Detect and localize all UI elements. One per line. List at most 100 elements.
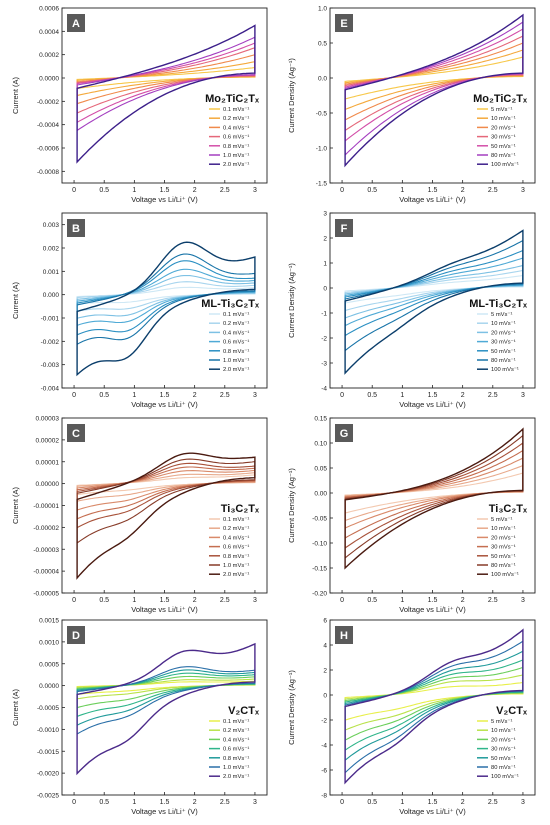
y-tick-label: -0.20 (312, 591, 327, 598)
x-axis-label: Voltage vs Li/Li⁺ (V) (131, 605, 198, 614)
legend-entry: 0.6 mVs⁻¹ (223, 135, 249, 141)
y-tick-label: 0.00001 (36, 459, 60, 466)
y-tick-label: -0.0002 (37, 99, 59, 106)
x-tick-label: 0.5 (99, 392, 109, 399)
x-axis-label: Voltage vs Li/Li⁺ (V) (131, 400, 198, 409)
legend-entry: 80 mVs⁻¹ (491, 765, 516, 771)
x-tick-label: 0.5 (367, 392, 377, 399)
x-axis-label: Voltage vs Li/Li⁺ (V) (131, 807, 198, 816)
x-tick-label: 3 (521, 392, 525, 399)
legend-entry: 0.2 mVs⁻¹ (223, 321, 249, 327)
legend-entry: 30 mVs⁻¹ (491, 340, 516, 346)
x-tick-label: 1.5 (428, 392, 438, 399)
y-tick-label: -6 (321, 768, 327, 775)
legend-entry: 0.4 mVs⁻¹ (223, 330, 249, 336)
y-tick-label: 0.0000 (39, 76, 59, 83)
y-tick-label: -0.0020 (37, 771, 59, 778)
y-axis-label: Current (A) (11, 281, 20, 319)
y-tick-label: 0.00003 (36, 416, 60, 423)
y-tick-label: -0.0008 (37, 169, 59, 176)
curve-group (76, 241, 256, 377)
panel-badge (67, 14, 85, 32)
legend-entry: 0.2 mVs⁻¹ (223, 116, 249, 122)
y-tick-label: -0.002 (41, 339, 60, 346)
x-tick-label: 3 (253, 799, 257, 806)
material-label: V₂CTₓ (228, 705, 260, 717)
legend-entry: 0.1 mVs⁻¹ (223, 719, 249, 725)
y-axis-label: Current Density (Ag⁻¹) (287, 58, 296, 133)
y-tick-label: 2 (323, 236, 327, 243)
y-tick-label: 0.0002 (39, 52, 59, 59)
legend-entry: 100 mVs⁻¹ (491, 367, 519, 373)
legend-entry: 10 mVs⁻¹ (491, 116, 516, 122)
y-tick-label: -0.5 (316, 111, 328, 118)
legend-entry: 20 mVs⁻¹ (491, 330, 516, 336)
y-axis-label: Current Density (Ag⁻¹) (287, 263, 296, 338)
panel-badge (335, 424, 353, 442)
x-tick-label: 2 (461, 187, 465, 194)
y-tick-label: -3 (321, 361, 327, 368)
legend-entry: 5 mVs⁻¹ (491, 719, 512, 725)
x-tick-label: 3 (253, 597, 257, 604)
cv-curve-5 (344, 249, 524, 337)
y-tick-label: 0.0006 (39, 6, 59, 13)
y-tick-label: -4 (321, 386, 327, 393)
x-tick-label: 3 (521, 799, 525, 806)
cv-curve-7 (344, 628, 524, 785)
x-tick-label: 0 (72, 187, 76, 194)
cv-curve-2 (76, 472, 256, 502)
y-tick-label: -2 (321, 718, 327, 725)
x-tick-label: 1 (400, 392, 404, 399)
y-tick-label: 3 (323, 211, 327, 218)
panel-c: 0 0.5 1 1.5 2 2.5 3 -0.00005 -0.00004 -0.00003 -0.… (11, 416, 268, 614)
cv-curve-5 (76, 462, 256, 529)
panel-b: 0 0.5 1 1.5 2 2.5 3 -0.004 -0.003 -0.002 -0.001 0.0… (11, 212, 268, 409)
panel-badge (335, 626, 353, 644)
legend-entry: 2.0 mVs⁻¹ (223, 572, 249, 578)
y-tick-label: 0.00 (314, 491, 327, 498)
cv-curve-1 (344, 681, 524, 721)
legend-entry: 1.0 mVs⁻¹ (223, 358, 249, 364)
material-label: Ti₃C₂Tₓ (489, 503, 528, 515)
cv-curve-4 (344, 35, 524, 132)
cv-curve-7 (76, 642, 256, 776)
y-tick-label: 0 (323, 693, 327, 700)
material-label: Mo₂TiC₂Tₓ (473, 93, 528, 105)
y-tick-label: 0.0 (318, 76, 327, 83)
panel-badge (335, 219, 353, 237)
x-tick-label: 0 (72, 799, 76, 806)
legend-entry: 1.0 mVs⁻¹ (223, 563, 249, 569)
y-tick-label: 6 (323, 618, 327, 625)
y-axis-label: Current (A) (11, 76, 20, 114)
panel-letter: E (340, 18, 347, 30)
legend-entry: 0.4 mVs⁻¹ (223, 737, 249, 743)
x-axis-label: Voltage vs Li/Li⁺ (V) (399, 605, 466, 614)
x-tick-label: 0.5 (367, 597, 377, 604)
x-tick-label: 2.5 (488, 392, 498, 399)
cv-curve-4 (76, 268, 256, 327)
legend-entry: 10 mVs⁻¹ (491, 526, 516, 532)
legend-entry: 80 mVs⁻¹ (491, 358, 516, 364)
cv-curve-6 (76, 666, 256, 735)
x-tick-label: 0.5 (99, 187, 109, 194)
legend-entry: 5 mVs⁻¹ (491, 312, 512, 318)
y-tick-label: -0.00003 (33, 547, 59, 554)
legend-entry: 0.8 mVs⁻¹ (223, 349, 249, 355)
cv-curve-2 (76, 281, 256, 312)
x-tick-label: 0 (340, 187, 344, 194)
legend-entry: 20 mVs⁻¹ (491, 737, 516, 743)
panel-letter: A (72, 18, 80, 30)
x-tick-label: 0.5 (99, 597, 109, 604)
panel-e: 0 0.5 1 1.5 2 2.5 3 -1.5 -1.0 -0.5 0.0 0.5 1.0 Voltag… (287, 6, 536, 204)
y-tick-label: -0.10 (312, 541, 327, 548)
cv-curve-4 (344, 659, 524, 752)
cv-curve-5 (76, 260, 256, 336)
panel-f: 0 0.5 1 1.5 2 2.5 3 -4 -3 -2 -1 0 1 2 3 Voltage vs Li/L… (287, 211, 536, 409)
y-tick-label: 1 (323, 261, 327, 268)
legend-entry: 0.6 mVs⁻¹ (223, 747, 249, 753)
y-tick-label: -8 (321, 793, 327, 800)
panel-badge (67, 424, 85, 442)
legend-entry: 0.2 mVs⁻¹ (223, 728, 249, 734)
legend-entry: 0.6 mVs⁻¹ (223, 545, 249, 551)
